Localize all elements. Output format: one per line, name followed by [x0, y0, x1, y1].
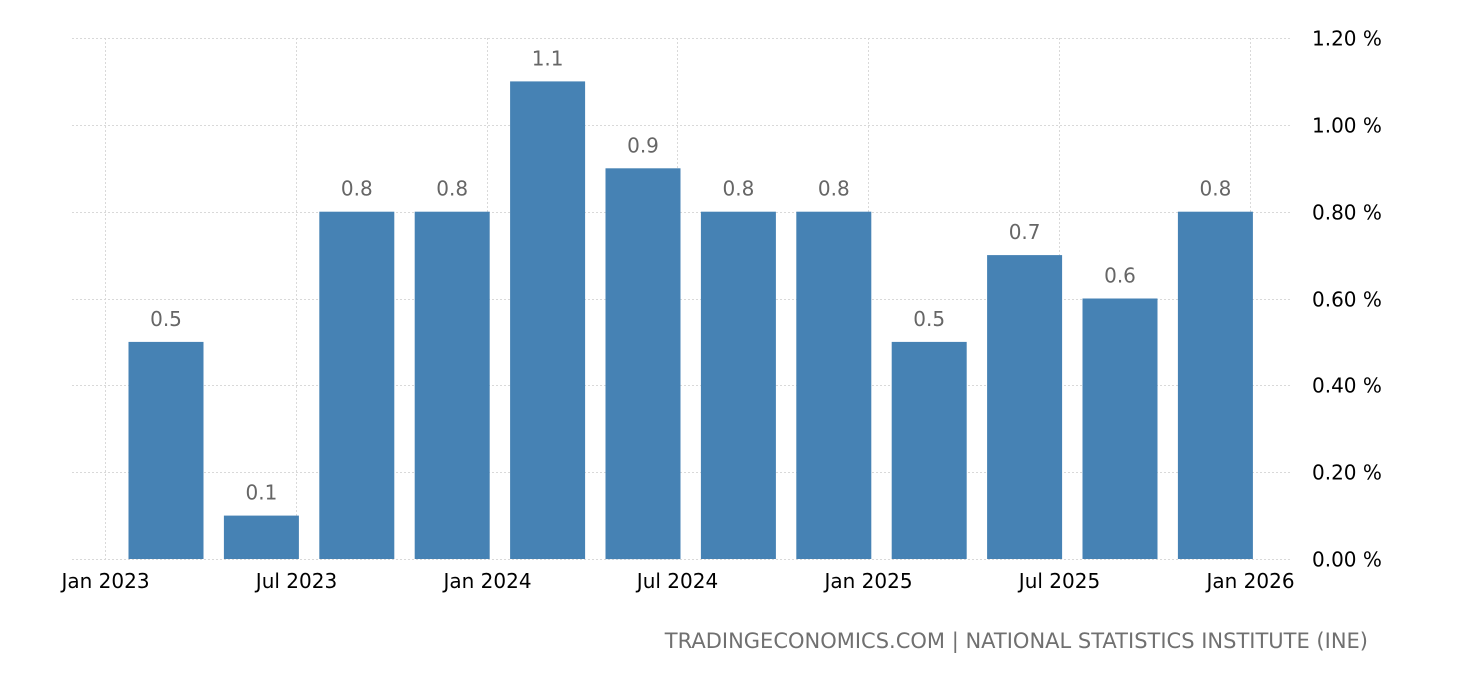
bar	[128, 341, 204, 559]
y-tick-label: 1.20 %	[1312, 27, 1382, 51]
x-tick-label: Jan 2025	[822, 569, 912, 593]
x-tick-label: Jan 2026	[1204, 569, 1294, 593]
y-tick-label: 0.00 %	[1312, 548, 1382, 572]
y-tick-label: 0.40 %	[1312, 374, 1382, 398]
bar	[1082, 298, 1158, 559]
y-tick-label: 0.80 %	[1312, 201, 1382, 225]
bar-value-label: 1.1	[532, 46, 564, 70]
bar	[796, 211, 872, 559]
x-axis: Jan 2023 Jul 2023 Jan 2024 Jul 2024 Jan 2025…	[59, 569, 1294, 593]
x-tick-label: Jan 2024	[441, 569, 531, 593]
bar	[605, 168, 681, 560]
x-tick-label: Jul 2024	[635, 569, 718, 593]
y-tick-label: 0.20 %	[1312, 461, 1382, 485]
y-axis: 0.00 % 0.20 % 0.40 % 0.60 % 0.80 % 1.00 % 1.20…	[1312, 27, 1382, 572]
bar	[223, 515, 299, 559]
bar-value-label: 0.5	[913, 307, 945, 331]
y-tick-label: 0.60 %	[1312, 288, 1382, 312]
bar	[700, 211, 776, 559]
bar-value-label: 0.8	[436, 177, 468, 201]
bar-value-label: 0.8	[722, 177, 754, 201]
bar-value-label: 0.5	[150, 307, 182, 331]
y-tick-label: 1.00 %	[1312, 114, 1382, 138]
x-tick-label: Jan 2023	[59, 569, 149, 593]
bar-value-label: 0.8	[1199, 177, 1231, 201]
bar	[1177, 211, 1253, 559]
x-tick-label: Jul 2023	[254, 569, 337, 593]
bar	[414, 211, 490, 559]
bar	[510, 81, 586, 560]
bar	[319, 211, 395, 559]
bar	[987, 255, 1063, 559]
bar-value-label: 0.8	[818, 177, 850, 201]
source-credit: TRADINGECONOMICS.COM | NATIONAL STATISTI…	[664, 629, 1368, 653]
x-tick-label: Jul 2025	[1017, 569, 1100, 593]
bar-value-label: 0.7	[1009, 220, 1041, 244]
bar-value-label: 0.9	[627, 133, 659, 157]
bar	[891, 341, 967, 559]
bar-value-label: 0.8	[341, 177, 373, 201]
bar-value-label: 0.6	[1104, 264, 1136, 288]
bar-value-label: 0.1	[245, 481, 277, 505]
chart-bars	[128, 81, 1253, 560]
chart-data-labels: 0.5 0.1 0.8 0.8 1.1 0.9 0.8 0.8 0.5 0.7 0.6 0.8	[150, 46, 1231, 504]
